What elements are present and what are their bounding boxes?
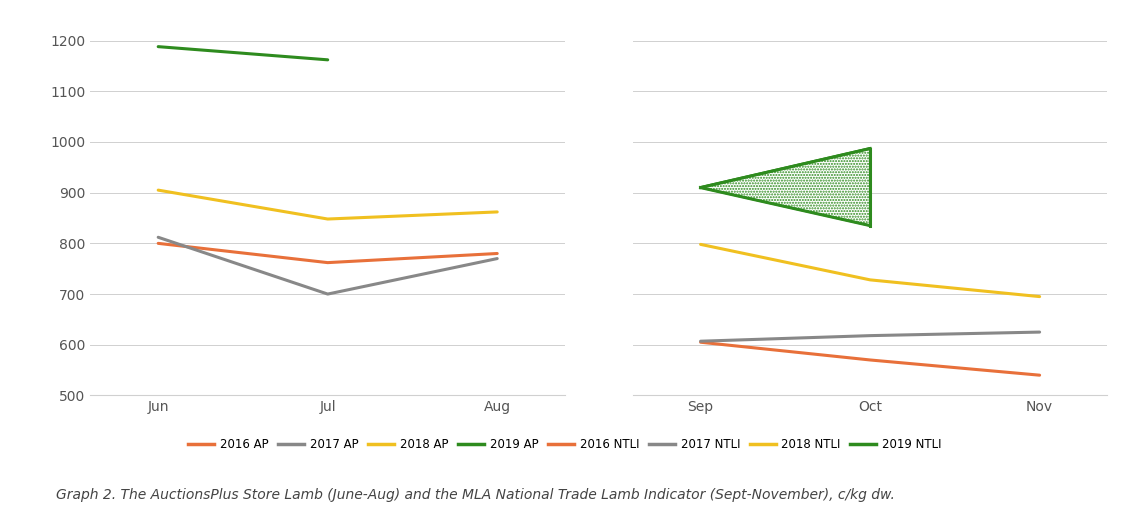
Polygon shape xyxy=(701,149,870,226)
Legend: 2016 AP, 2017 AP, 2018 AP, 2019 AP, 2016 NTLI, 2017 NTLI, 2018 NTLI, 2019 NTLI: 2016 AP, 2017 AP, 2018 AP, 2019 AP, 2016… xyxy=(183,433,947,455)
Text: Graph 2. The AuctionsPlus Store Lamb (June-Aug) and the MLA National Trade Lamb : Graph 2. The AuctionsPlus Store Lamb (Ju… xyxy=(56,488,895,502)
